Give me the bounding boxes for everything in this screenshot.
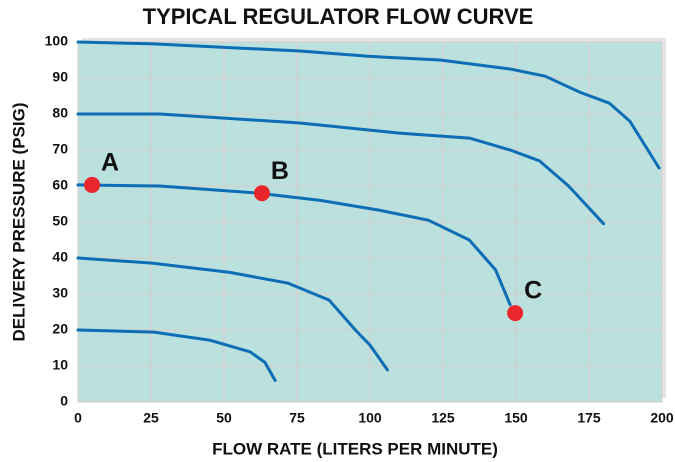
y-axis-label: DELIVERY PRESSURE (PSIG): [9, 103, 28, 342]
curve: [76, 112, 606, 226]
y-tick-label: 60: [52, 177, 68, 193]
curve: [76, 40, 661, 170]
y-tick-label: 40: [52, 249, 68, 265]
y-tick-label: 10: [52, 357, 68, 373]
y-tick-label: 50: [52, 213, 68, 229]
x-tick-label: 125: [431, 410, 455, 426]
x-tick-label: 50: [216, 410, 232, 426]
curve: [76, 256, 390, 372]
point-label: C: [524, 277, 542, 305]
point-marker: [507, 305, 524, 322]
x-tick-label: 150: [504, 410, 528, 426]
y-tick-label: 70: [52, 141, 68, 157]
x-tick-label: 0: [74, 410, 82, 426]
y-tick-label: 100: [45, 33, 69, 49]
y-tick-label: 20: [52, 321, 68, 337]
point-marker: [84, 176, 101, 193]
x-tick-label: 25: [143, 410, 159, 426]
y-tick-label: 30: [52, 285, 68, 301]
x-tick-label: 200: [650, 410, 674, 426]
point-marker: [253, 185, 270, 202]
y-tick-label: 90: [52, 69, 68, 85]
curve: [76, 328, 277, 382]
point-label: A: [101, 149, 119, 177]
curve: [76, 183, 512, 307]
x-axis-label: FLOW RATE (LITERS PER MINUTE): [212, 439, 498, 458]
y-tick-label: 0: [60, 393, 68, 409]
y-tick-label: 80: [52, 105, 68, 121]
x-tick-label: 175: [577, 410, 601, 426]
point-label: B: [271, 157, 289, 185]
chart-title: TYPICAL REGULATOR FLOW CURVE: [143, 4, 534, 29]
x-tick-label: 75: [289, 410, 305, 426]
x-tick-label: 100: [358, 410, 382, 426]
